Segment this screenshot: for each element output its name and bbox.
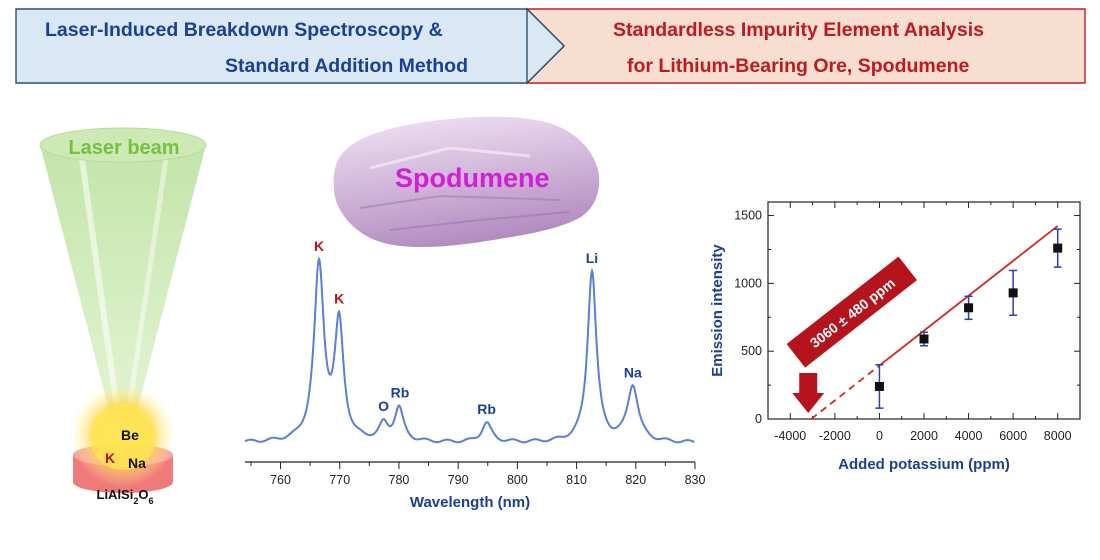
calibration-x-tick-label: 6000	[999, 429, 1027, 443]
fit-line-extrapolation	[810, 364, 880, 420]
fit-line	[878, 225, 1059, 367]
spectrum-x-tick-label: 790	[448, 473, 469, 487]
peak-label-na: Na	[624, 364, 642, 380]
calibration-y-tick-label: 1500	[734, 209, 762, 223]
calibration-x-axis-label: Added potassium (ppm)	[838, 456, 1010, 473]
peak-label-rb: Rb	[477, 401, 496, 417]
laser-beam-cone	[40, 145, 206, 445]
substrate-disk	[73, 455, 173, 482]
header-right-panel: Standardless Impurity Element Analysis f…	[527, 9, 1085, 83]
peak-label-k: K	[314, 240, 324, 254]
data-point	[874, 381, 884, 391]
peak-label-rb: Rb	[391, 384, 410, 400]
element-k: K	[105, 450, 115, 466]
calibration-y-axis-label: Emission intensity	[709, 244, 726, 377]
element-be: Be	[121, 427, 139, 443]
data-point	[1053, 243, 1063, 253]
spectrum-x-axis-label: Wavelength (nm)	[410, 494, 530, 511]
calibration-y-tick-label: 0	[755, 412, 762, 426]
header-right-line1: Standardless Impurity Element Analysis	[613, 19, 984, 41]
spectrum-x-tick-label: 780	[389, 473, 410, 487]
laser-beam-top	[39, 127, 207, 163]
calibration-plot-frame	[767, 201, 1081, 420]
calibration-y-tick-label: 500	[741, 344, 762, 358]
peak-label-o: O	[378, 398, 389, 414]
spodumene-label: Spodumene	[395, 163, 550, 193]
laser-beam-label: Laser beam	[68, 137, 179, 159]
laser-illustration: Laser beam Be K Na LiAlSi2O6	[39, 127, 207, 506]
calibration-x-tick-label: 0	[876, 429, 883, 443]
calibration-x-tick-label: -4000	[774, 429, 806, 443]
spectrum-x-tick-label: 820	[625, 473, 646, 487]
spectrum-x-tick-label: 810	[566, 473, 587, 487]
spectrum-x-tick-label: 760	[270, 473, 291, 487]
spectrum-x-tick-label: 770	[329, 473, 350, 487]
spectrum-line	[244, 256, 695, 444]
calibration-x-tick-label: 8000	[1044, 429, 1072, 443]
spectrum-x-tick-label: 830	[685, 473, 706, 487]
data-point	[1008, 288, 1018, 298]
annotation-result-text: 3060 ± 480 ppm	[807, 275, 898, 351]
plasma-glow	[71, 383, 175, 487]
annotation-banner: 3060 ± 480 ppm	[786, 256, 917, 368]
header-right-line2: for Lithium-Bearing Ore, Spodumene	[627, 55, 970, 77]
calibration-x-tick-label: -2000	[819, 429, 851, 443]
data-point	[964, 303, 974, 313]
header-left-panel: Laser-Induced Breakdown Spectroscopy & S…	[16, 9, 564, 83]
header-left-line2: Standard Addition Method	[225, 55, 468, 77]
spectrum-x-tick-label: 800	[507, 473, 528, 487]
peak-label-k: K	[334, 291, 344, 307]
substrate-formula: LiAlSi2O6	[97, 487, 154, 506]
element-na: Na	[128, 455, 146, 471]
calibration-x-tick-label: 2000	[910, 429, 938, 443]
peak-label-li: Li	[586, 250, 598, 266]
standard-addition-chart: -4000 -2000 0 2000 4000 6000 8000050010001500 …	[709, 201, 1081, 473]
calibration-y-tick-label: 1000	[734, 276, 762, 290]
annotation-arrow-down	[792, 373, 825, 413]
header-left-line1: Laser-Induced Breakdown Spectroscopy &	[45, 19, 443, 41]
data-point	[919, 334, 929, 344]
calibration-x-tick-label: 4000	[955, 429, 983, 443]
